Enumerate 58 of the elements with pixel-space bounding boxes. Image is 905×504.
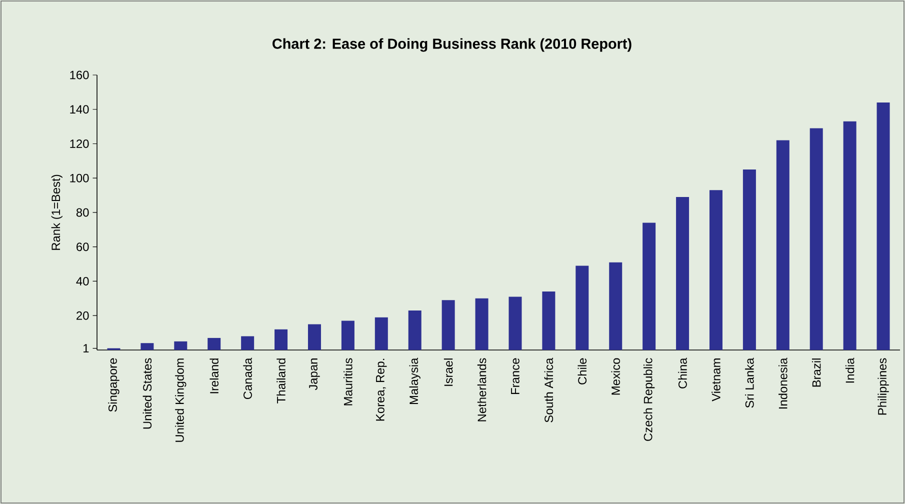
bar xyxy=(642,222,656,350)
bar xyxy=(876,102,890,350)
bar xyxy=(709,190,722,350)
chart-title: Chart 2: Ease of Doing Business Rank (2010 Report) xyxy=(272,38,632,52)
x-tick-label: Philippines xyxy=(878,358,889,415)
bar xyxy=(843,121,856,350)
y-tick-label: 1 xyxy=(83,344,89,352)
bar xyxy=(374,317,388,350)
bar xyxy=(408,310,422,350)
bar xyxy=(810,128,823,350)
bar xyxy=(442,300,455,350)
x-tick-label: Japan xyxy=(309,358,320,390)
bar xyxy=(742,170,756,350)
x-tick-label: Czech Republic xyxy=(644,358,655,441)
x-tick-label: Mexico xyxy=(611,358,620,395)
y-tick-label: 40 xyxy=(76,277,89,286)
x-tick-label: Mauritius xyxy=(344,358,352,406)
y-tick-label: 60 xyxy=(76,242,89,252)
x-tick-label: United Kingdom xyxy=(175,358,186,442)
bar xyxy=(609,262,622,350)
bar xyxy=(576,266,589,350)
x-tick-label: Indonesia xyxy=(778,358,788,408)
y-axis-title: Rank (1=Best) xyxy=(51,174,62,250)
y-tick-label: 120 xyxy=(70,140,89,148)
x-tick-label: Ireland xyxy=(210,358,218,394)
bar xyxy=(174,341,188,350)
bar xyxy=(308,324,321,350)
x-tick-label: France xyxy=(511,358,520,394)
bar xyxy=(274,329,288,350)
x-tick-label: Israel xyxy=(444,358,453,386)
x-tick-label: Netherlands xyxy=(477,358,486,422)
x-tick-label: Singapore xyxy=(108,358,120,412)
x-tick-label: China xyxy=(678,358,687,388)
x-tick-label: Korea, Rep. xyxy=(376,358,387,421)
bar xyxy=(140,343,154,350)
bar xyxy=(475,298,488,350)
x-tick-label: Chile xyxy=(578,358,587,384)
y-tick-label: 160 xyxy=(70,70,89,80)
bar xyxy=(542,292,556,350)
x-tick-label: Thailand xyxy=(276,358,286,404)
bar xyxy=(776,140,790,350)
y-tick-label: 80 xyxy=(76,208,89,217)
bar xyxy=(208,338,221,350)
x-tick-label: South Africa xyxy=(544,358,554,422)
x-tick-label: Canada xyxy=(243,358,252,400)
y-tick-label: 20 xyxy=(76,311,89,320)
x-tick-label: Brazil xyxy=(812,358,821,387)
x-tick-label: India xyxy=(845,358,854,383)
bar xyxy=(341,320,354,350)
y-tick-label: 140 xyxy=(70,105,89,114)
y-tick-label: 100 xyxy=(70,174,89,182)
x-tick-label: United States xyxy=(142,358,152,429)
x-tick-label: Malaysia xyxy=(409,358,420,404)
x-tick-label: Vietnam xyxy=(712,358,720,402)
bar xyxy=(241,336,254,350)
bar xyxy=(508,296,522,350)
x-tick-label: Sri Lanka xyxy=(745,358,754,408)
bar xyxy=(676,197,690,350)
